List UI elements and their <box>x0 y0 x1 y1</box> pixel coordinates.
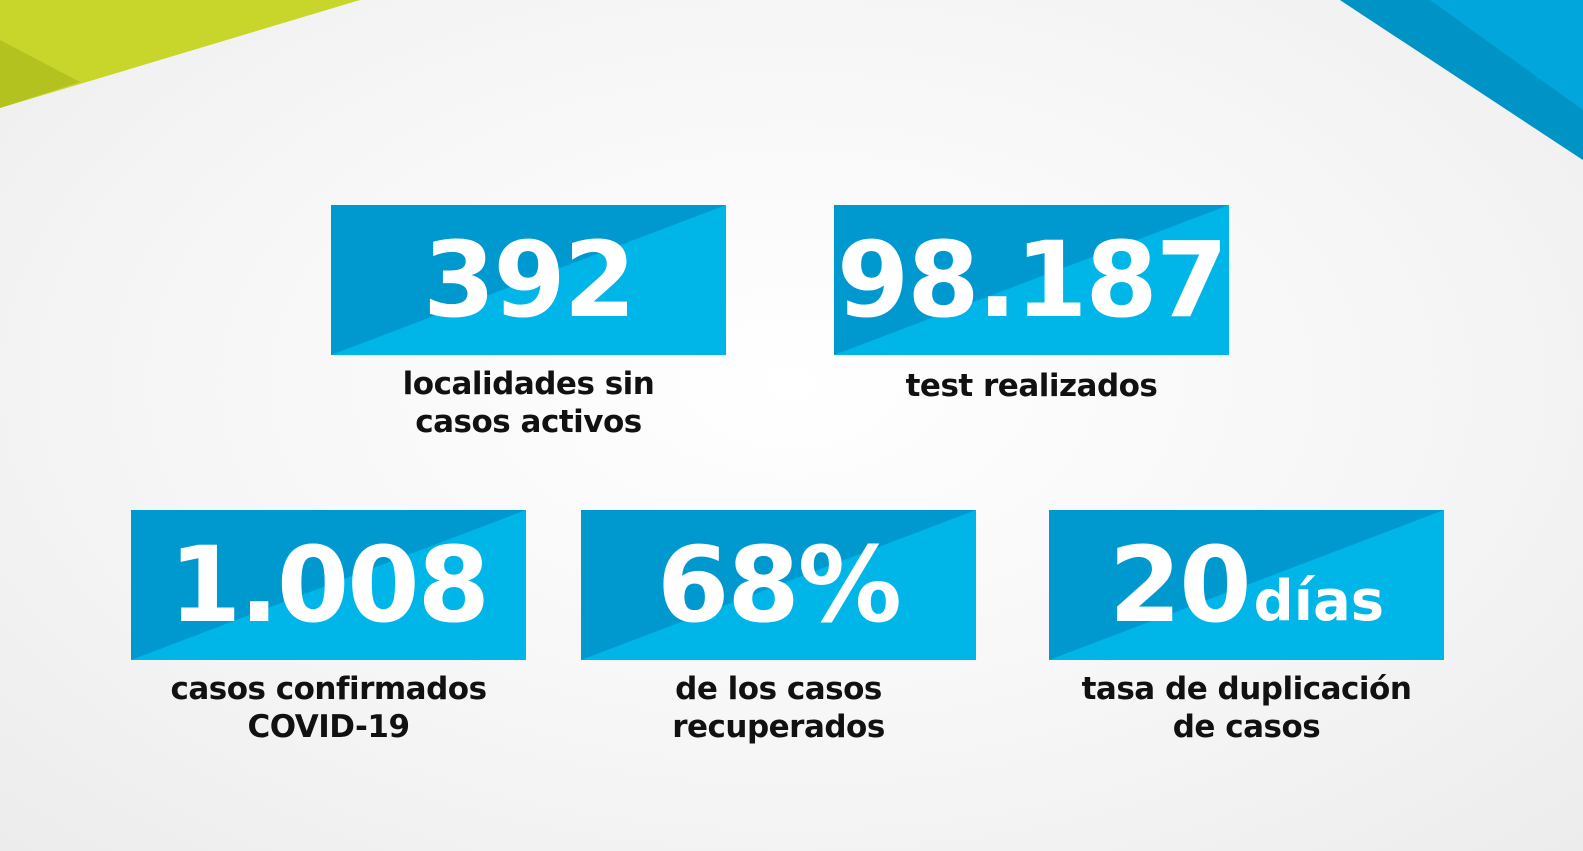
box-stripe <box>581 510 976 660</box>
stat-label: de los casos recuperados <box>581 670 976 746</box>
stat-value: 98.187 <box>834 205 1229 355</box>
stat-number: 1.008 <box>169 524 490 646</box>
stat-card-recuperados: 68% de los casos recuperados <box>581 510 976 746</box>
stat-value: 68% <box>581 510 976 660</box>
box-stripe <box>834 205 1229 355</box>
stat-value: 392 <box>331 205 726 355</box>
stat-box: 98.187 <box>834 205 1229 355</box>
stat-label: tasa de duplicación de casos <box>1049 670 1444 746</box>
stat-value: 20 días <box>1049 510 1444 660</box>
stat-number: 392 <box>422 219 636 341</box>
stat-label-line2: COVID-19 <box>247 709 410 745</box>
stat-label-line1: localidades sin <box>402 366 655 402</box>
stat-box: 392 <box>331 205 726 355</box>
stat-label-line2: casos activos <box>415 404 642 440</box>
stat-box: 20 días <box>1049 510 1444 660</box>
stat-card-localidades: 392 localidades sin casos activos <box>331 205 726 441</box>
stat-number: 20 <box>1108 524 1252 646</box>
stat-label-line1: tasa de duplicación <box>1081 671 1412 707</box>
top-right-blue-shape <box>1340 0 1583 160</box>
stat-box: 68% <box>581 510 976 660</box>
stat-value: 1.008 <box>131 510 526 660</box>
stat-card-duplicacion: 20 días tasa de duplicación de casos <box>1049 510 1444 746</box>
stat-card-confirmados: 1.008 casos confirmados COVID-19 <box>131 510 526 746</box>
top-left-green-dark-shape <box>0 40 80 108</box>
box-stripe <box>331 205 726 355</box>
stat-label: localidades sin casos activos <box>331 365 726 441</box>
stat-number: 68% <box>657 524 902 646</box>
stat-unit: días <box>1253 569 1385 634</box>
top-right-blue-dark-shape <box>1340 0 1583 160</box>
stat-label: test realizados <box>834 367 1229 405</box>
stat-card-tests: 98.187 test realizados <box>834 205 1229 405</box>
stat-label: casos confirmados COVID-19 <box>131 670 526 746</box>
stat-box: 1.008 <box>131 510 526 660</box>
stat-label-line1: test realizados <box>905 368 1158 404</box>
box-stripe <box>131 510 526 660</box>
box-stripe <box>1049 510 1444 660</box>
stat-label-line2: de casos <box>1172 709 1321 745</box>
stat-label-line2: recuperados <box>672 709 885 745</box>
stat-label-line1: de los casos <box>675 671 882 707</box>
stat-number: 98.187 <box>836 219 1228 341</box>
top-left-green-shape <box>0 0 360 108</box>
stat-label-line1: casos confirmados <box>170 671 487 707</box>
